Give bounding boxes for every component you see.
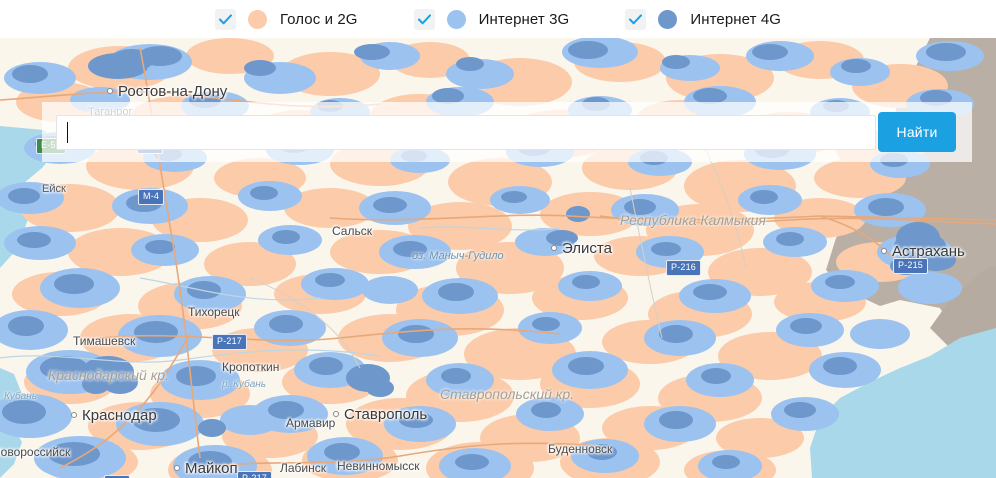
checkbox-internet-4g[interactable]: [625, 8, 647, 30]
legend-item-internet-4g[interactable]: Интернет 4G: [625, 8, 782, 30]
legend-label-internet-3g: Интернет 3G: [478, 10, 570, 28]
urban-core-stavropol: [346, 364, 394, 397]
check-icon: [629, 13, 643, 24]
map-water-caspian: [810, 328, 996, 478]
urban-core-maykop: [198, 419, 226, 437]
swatch-internet-4g: [658, 9, 678, 29]
search-panel: Найти: [42, 102, 972, 162]
urban-core-krasnodar: [82, 356, 138, 394]
search-input[interactable]: [56, 115, 876, 150]
map-water-black-sea: [0, 426, 22, 478]
coverage-legend-bar: Голос и 2G Интернет 3G Интернет 4G: [0, 0, 996, 38]
legend-label-internet-4g: Интернет 4G: [690, 10, 782, 28]
check-icon: [417, 13, 431, 24]
checkbox-voice-2g[interactable]: [214, 8, 236, 30]
swatch-voice-2g: [247, 9, 267, 29]
urban-core-elista: [566, 206, 590, 222]
checkbox-internet-3g[interactable]: [413, 8, 435, 30]
search-button[interactable]: Найти: [878, 112, 956, 152]
urban-core-rostov: [110, 49, 154, 71]
legend-item-voice-2g[interactable]: Голос и 2G: [214, 8, 358, 30]
legend-item-internet-3g[interactable]: Интернет 3G: [413, 8, 570, 30]
legend-label-voice-2g: Голос и 2G: [279, 10, 358, 28]
swatch-internet-3g: [446, 9, 466, 29]
coverage-layer-4g: [2, 41, 966, 473]
check-icon: [218, 13, 232, 24]
map-rivers: [0, 226, 561, 363]
